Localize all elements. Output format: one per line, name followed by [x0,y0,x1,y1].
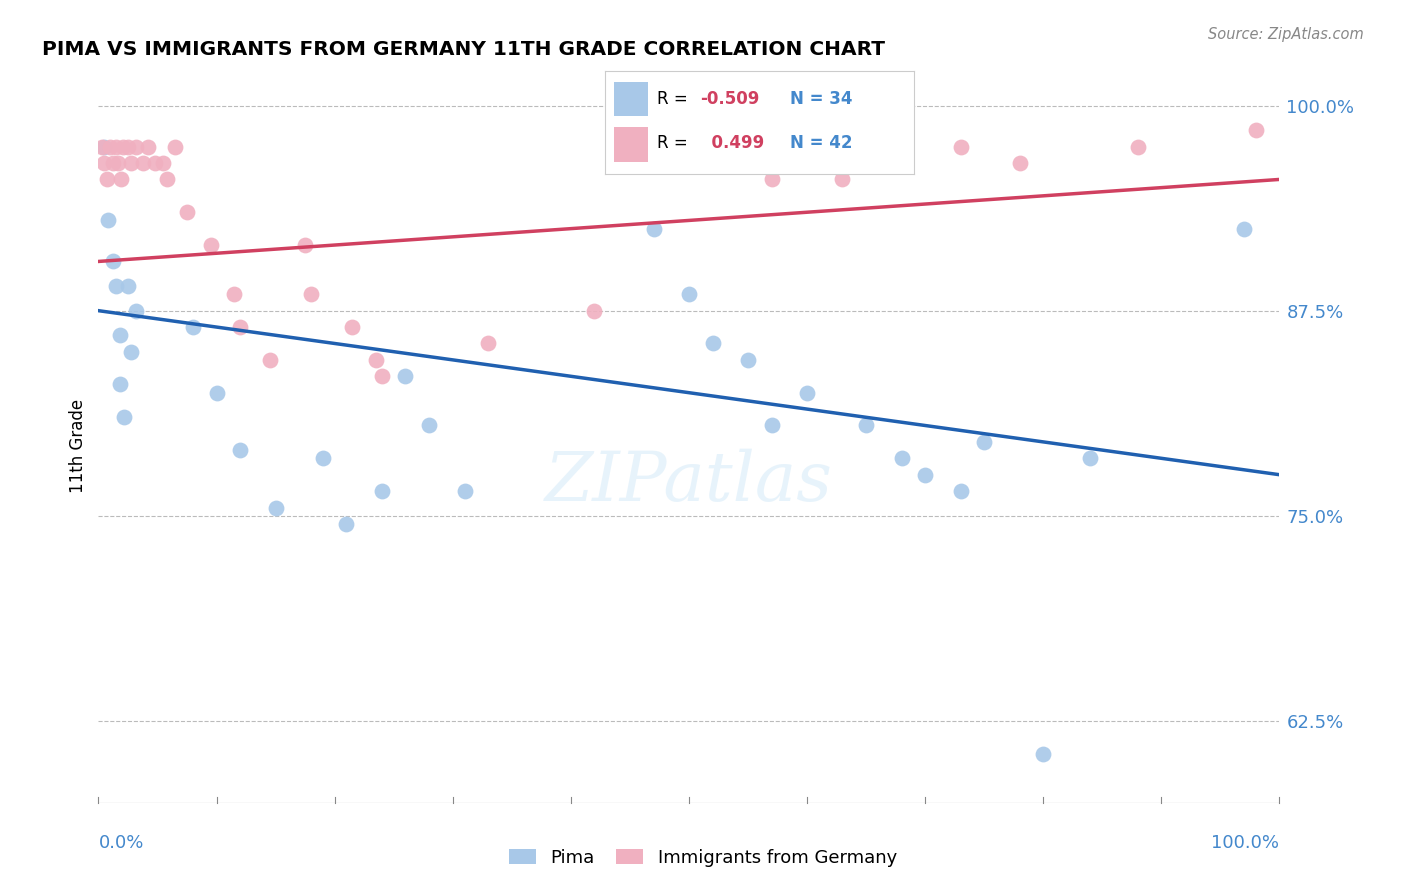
Point [702,139,724,153]
Point [949,139,972,153]
FancyBboxPatch shape [614,81,648,117]
Point [949,484,972,499]
Point [702,336,724,351]
Point [643,221,665,235]
Point [1126,139,1149,153]
Point [125,303,148,318]
Point [855,418,877,433]
Point [364,352,387,367]
Text: 0.0%: 0.0% [98,834,143,852]
Point [453,484,475,499]
Point [91,139,114,153]
Point [224,287,246,301]
Text: R =: R = [657,134,693,153]
Point [105,279,128,293]
Point [112,139,135,153]
Point [761,418,783,433]
Point [112,410,135,425]
Point [121,156,143,170]
Point [176,205,198,219]
Point [973,434,995,449]
Point [143,156,166,170]
Point [108,328,131,343]
Text: Source: ZipAtlas.com: Source: ZipAtlas.com [1208,27,1364,42]
Point [371,484,394,499]
Point [1233,221,1256,235]
Point [259,352,281,367]
Point [761,172,783,186]
Point [820,156,842,170]
Text: ZIPatlas: ZIPatlas [546,449,832,515]
Text: -0.509: -0.509 [700,90,759,108]
Point [229,320,252,334]
Point [1032,747,1054,761]
Point [117,139,139,153]
Point [890,156,912,170]
Point [678,156,700,170]
Y-axis label: 11th Grade: 11th Grade [69,399,87,493]
Point [156,172,179,186]
Point [107,156,129,170]
Point [97,213,120,227]
Point [136,139,159,153]
Point [418,418,440,433]
Point [394,369,416,384]
Text: R =: R = [657,90,693,108]
Text: 0.499: 0.499 [700,134,765,153]
Point [93,156,115,170]
Point [914,467,936,482]
Point [796,139,818,153]
Point [264,500,287,515]
Point [152,156,174,170]
Point [117,279,139,293]
Point [205,385,228,400]
Point [229,443,252,458]
Point [335,516,357,531]
Point [1244,123,1267,137]
Legend: Pima, Immigrants from Germany: Pima, Immigrants from Germany [502,842,904,874]
Point [121,344,143,359]
Point [101,156,124,170]
Point [678,287,700,301]
Text: N = 42: N = 42 [790,134,852,153]
Point [583,303,606,318]
Point [200,238,222,252]
Point [855,139,877,153]
Point [831,172,853,186]
Point [371,369,394,384]
Point [477,336,499,351]
Point [342,320,364,334]
Point [101,254,124,268]
FancyBboxPatch shape [614,127,648,161]
Point [1080,451,1102,466]
Point [1008,156,1031,170]
Point [110,172,132,186]
Point [105,139,128,153]
Point [796,385,818,400]
Point [132,156,155,170]
Point [93,139,115,153]
Point [294,238,316,252]
Point [890,451,912,466]
Point [312,451,335,466]
Text: N = 34: N = 34 [790,90,852,108]
Point [96,172,118,186]
Point [98,139,121,153]
Point [108,377,131,392]
Point [737,352,759,367]
Text: 100.0%: 100.0% [1212,834,1279,852]
Point [165,139,187,153]
Point [125,139,148,153]
Point [181,320,204,334]
Text: PIMA VS IMMIGRANTS FROM GERMANY 11TH GRADE CORRELATION CHART: PIMA VS IMMIGRANTS FROM GERMANY 11TH GRA… [42,40,886,59]
Point [299,287,322,301]
